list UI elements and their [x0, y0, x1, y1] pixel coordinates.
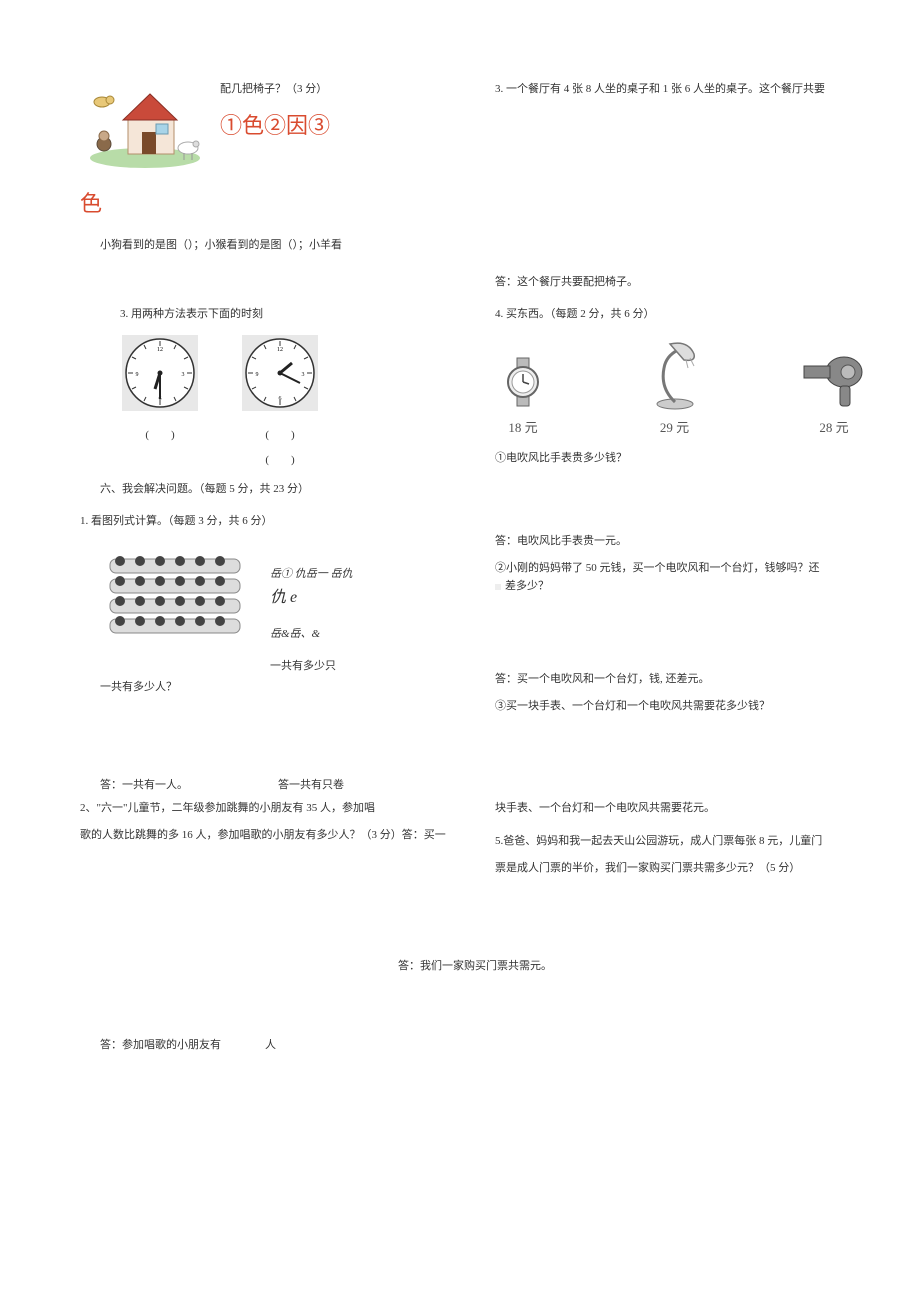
svg-text:9: 9 — [136, 372, 139, 378]
answer-singing: 答：参加唱歌的小朋友有 人 — [100, 1036, 870, 1055]
clock1-bracket: ( ) — [120, 426, 200, 445]
svg-text:12: 12 — [277, 347, 283, 353]
q5-line-b: 票是成人门票的半价，我们一家购买门票共需多少元？（5 分） — [495, 859, 870, 878]
time-question-title: 3. 用两种方法表示下面的时刻 — [120, 305, 455, 324]
clock2-bracket1: ( ) — [240, 426, 320, 445]
svg-text:6: 6 — [279, 396, 282, 402]
answer-only: 答一共有只卷 — [278, 776, 344, 795]
svg-text:9: 9 — [256, 372, 259, 378]
answer-4-3: 块手表、一个台灯和一个电吹风共需要花元。 — [495, 799, 870, 818]
q2-line-a: 2、"六一"儿童节，二年级参加跳舞的小朋友有 35 人，参加唱 — [80, 799, 455, 818]
q4-sub3: ③买一块手表、一个台灯和一个电吹风共需要花多少钱？ — [495, 697, 870, 716]
gray-marker-icon — [495, 584, 501, 590]
answer-4-1: 答：电吹风比手表贵一元。 — [495, 532, 870, 551]
red-decor-1: ①色②因③ — [220, 107, 330, 144]
lamp-price: 29 元 — [640, 417, 710, 439]
chairs-question-cont: 配几把椅子？（3 分） — [220, 80, 330, 99]
decor-line-1: 岳① 仇岳一 岳仇 — [270, 565, 353, 584]
q1-title: 1. 看图列式计算。（每题 3 分，共 6 分） — [80, 512, 455, 531]
dryer-price: 28 元 — [798, 417, 870, 439]
q2-line-b: 歌的人数比跳舞的多 16 人，参加唱歌的小朋友有多少人？（3 分）答：买一 — [80, 826, 455, 845]
answer-tickets: 答：我们一家购买门票共需元。 — [80, 957, 870, 976]
q3-restaurant: 3. 一个餐厅有 4 张 8 人坐的桌子和 1 张 6 人坐的桌子。这个餐厅共要 — [495, 80, 870, 99]
answer-chairs: 答：这个餐厅共要配把椅子。 — [495, 273, 870, 292]
decor-line-3: 岳&岳、& — [270, 625, 353, 644]
clock2-bracket2: ( ) — [240, 451, 320, 470]
decor-line-2: 仇 e — [270, 584, 353, 611]
svg-text:3: 3 — [302, 372, 305, 378]
q4-title: 4. 买东西。（每题 2 分，共 6 分） — [495, 305, 870, 324]
watch-icon — [495, 354, 551, 410]
section-6-title: 六、我会解决问题。（每题 5 分，共 23 分） — [100, 480, 455, 499]
q4-sub2: ②小刚的妈妈带了 50 元钱，买一个电吹风和一个台灯，钱够吗？还 — [495, 559, 870, 578]
svg-text:3: 3 — [182, 372, 185, 378]
answer-4-2: 答：买一个电吹风和一个台灯，钱, 还差元。 — [495, 670, 870, 689]
clock-1: 12 3 6 9 — [120, 333, 200, 413]
people-queue-illustration: 一共有多少人？ — [100, 545, 250, 696]
animals-view-question: 小狗看到的是图（）；小猴看到的是图（）；小羊看 — [100, 236, 455, 255]
q5-line-a: 5.爸爸、妈妈和我一起去天山公园游玩，成人门票每张 8 元，儿童门 — [495, 832, 870, 851]
q4-sub1: ①电吹风比手表贵多少钱？ — [495, 449, 870, 468]
q4-sub2b: 差多少？ — [505, 580, 549, 592]
watch-price: 18 元 — [495, 417, 551, 439]
svg-text:12: 12 — [157, 347, 163, 353]
answer-people: 答：一共有一人。 — [100, 776, 188, 795]
red-decor-2: 色 — [80, 185, 455, 222]
house-animals-illustration — [80, 80, 210, 177]
people-question: 一共有多少人？ — [100, 678, 250, 697]
lamp-icon — [640, 338, 710, 410]
clock-2: 12 3 6 9 — [240, 333, 320, 413]
hairdryer-icon — [798, 350, 870, 410]
decor-question: 一共有多少只 — [270, 657, 353, 676]
